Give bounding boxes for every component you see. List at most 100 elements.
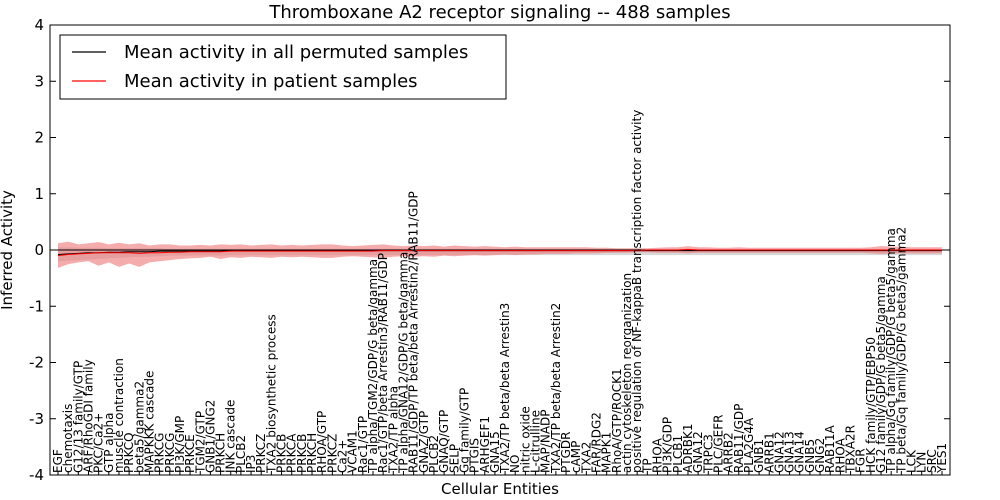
category-label: PLCB2 [427, 435, 441, 473]
category-label: RhoA/GTP/ROCK1 [610, 368, 624, 473]
category-label: ARF/RhoGDI family [82, 359, 96, 473]
patient-band [58, 241, 942, 268]
y-axis-ticks: -4 -3 -2 -1 0 1 2 3 4 [29, 16, 950, 484]
category-label: GNA13 [783, 431, 797, 473]
category-label: TXA2 [579, 442, 593, 474]
category-label: G12/13 family/GTP [71, 361, 85, 473]
category-label: GNG2 [813, 438, 827, 473]
category-label: PLC/GEFR [712, 415, 726, 473]
category-label: HCK family/GTP/EBP50 [864, 337, 878, 473]
category-label: TP alpha/GNA12/GDP/G beta/gamma [397, 252, 411, 474]
series-lines [50, 248, 950, 257]
category-label: muscle contraction [112, 358, 126, 473]
category-label: TXA2/TP alpha [386, 386, 400, 474]
category-label: Ca2+ [336, 440, 350, 473]
y-tick-label: -3 [29, 410, 44, 428]
y-tick-label: 3 [34, 72, 44, 90]
category-label: positive regulation of NF-kappaB transcr… [630, 110, 644, 473]
category-label: chemotaxis [61, 404, 75, 473]
category-label: TP beta/Gq family/GDP/G beta5/gamma2 [894, 227, 908, 474]
x-axis-label: Cellular Entities [441, 480, 559, 498]
category-label: EGF [51, 449, 65, 473]
category-label: PRKCB [295, 434, 309, 473]
category-label: ADRBK1 [681, 423, 695, 473]
category-label: NO [508, 455, 522, 473]
category-label: LCK [905, 449, 919, 473]
category-label: PRKCH [305, 433, 319, 473]
category-label: nitric oxide [518, 406, 532, 473]
category-label: PRKCB [275, 434, 289, 473]
category-label: PLCB1 [671, 435, 685, 473]
category-label: IP3 [244, 455, 258, 473]
legend: Mean activity in all permuted samples Mea… [59, 34, 507, 100]
category-label: ARHGEF1 [478, 416, 492, 473]
confidence-bands [58, 241, 942, 268]
category-label: PLA2G4A [742, 417, 756, 473]
legend-label: Mean activity in all permuted samples [124, 42, 468, 63]
category-label: RHOA [833, 437, 847, 473]
category-label: beta5/gamma2 [132, 381, 146, 473]
category-label: cAMP [569, 441, 583, 473]
category-label: PRKCG [153, 433, 167, 473]
category-label: PRKCH [214, 433, 228, 473]
category-label: PKC/Ca2+ [92, 413, 106, 473]
category-label: PRKCQ [122, 432, 136, 473]
category-label: TGM2/GTP [193, 411, 207, 474]
category-label: RHOA [651, 437, 665, 473]
category-label: YES1 [935, 443, 949, 474]
category-label: PRKCA [285, 433, 299, 473]
category-label: PRKCZ [254, 434, 268, 473]
category-label: RAB11/GDP [732, 404, 746, 473]
category-label: TXA2 biosynthetic process [264, 314, 278, 474]
category-label: PLCB2 [234, 435, 248, 473]
category-label: RHOA/GTP [315, 411, 329, 473]
chart-title: Thromboxane A2 receptor signaling -- 488… [268, 2, 730, 23]
category-label: RAB11A [823, 424, 837, 473]
patient-mean-line [57, 248, 942, 257]
category-label: ARRB1 [762, 432, 776, 473]
category-label: Gq family/GTP [457, 388, 471, 473]
legend-box [59, 34, 507, 100]
category-label: LYN [915, 452, 929, 473]
category-label: PI3K/GDP [661, 417, 675, 473]
category-label: Rac1/GTP [356, 416, 370, 473]
y-tick-label: 1 [34, 185, 44, 203]
category-label: SELP [447, 444, 461, 473]
category-label: GNA15 [488, 431, 502, 473]
category-label: MAPK1 [600, 432, 614, 473]
category-label: GTP alpha [102, 412, 116, 473]
category-label: TP alpha/Gq family/GDP/G beta5/gamma [884, 228, 898, 474]
category-label: MAP/NADP [539, 409, 553, 473]
category-label: GNB1/GNG2 [203, 400, 217, 473]
category-label: TP [640, 458, 654, 474]
category-label: PTGIS [468, 438, 482, 473]
category-label: TBXA2R [844, 425, 858, 474]
category-label: PRKCE [183, 434, 197, 473]
y-tick-label: 2 [34, 129, 44, 147]
category-label: PRKCZ [325, 434, 339, 473]
y-tick-label: -2 [29, 354, 44, 372]
category-label: RAB11/GDP/TP beta/beta Arrestin2/RAB11/G… [407, 191, 421, 473]
category-label: PRKCG [163, 433, 177, 473]
category-label: GNB1 [752, 439, 766, 473]
category-label: SRC [925, 449, 939, 473]
category-label: GNA14 [793, 431, 807, 473]
category-label: VCAM1 [346, 430, 360, 473]
y-tick-label: -1 [29, 297, 44, 315]
y-tick-label: 0 [34, 241, 44, 259]
y-tick-label: -4 [29, 466, 44, 484]
category-label: MAPKKK cascade [142, 371, 156, 473]
category-label: PTGDR [559, 432, 573, 473]
category-label: GNB5 [803, 439, 817, 473]
category-label: GNA12 [691, 431, 705, 473]
y-axis-label: Inferred Activity [0, 190, 16, 310]
category-label: GNAZ/GTP [417, 411, 431, 473]
legend-label: Mean activity in patient samples [124, 71, 418, 92]
category-label: PI3K/GMP [173, 416, 187, 473]
category-label: Rac1/GTP/beta Arrestin3/RAB11/GDP [376, 253, 390, 473]
plot-frame [49, 24, 951, 476]
category-label: FGR [854, 448, 868, 473]
y-tick-label: 4 [34, 16, 44, 34]
